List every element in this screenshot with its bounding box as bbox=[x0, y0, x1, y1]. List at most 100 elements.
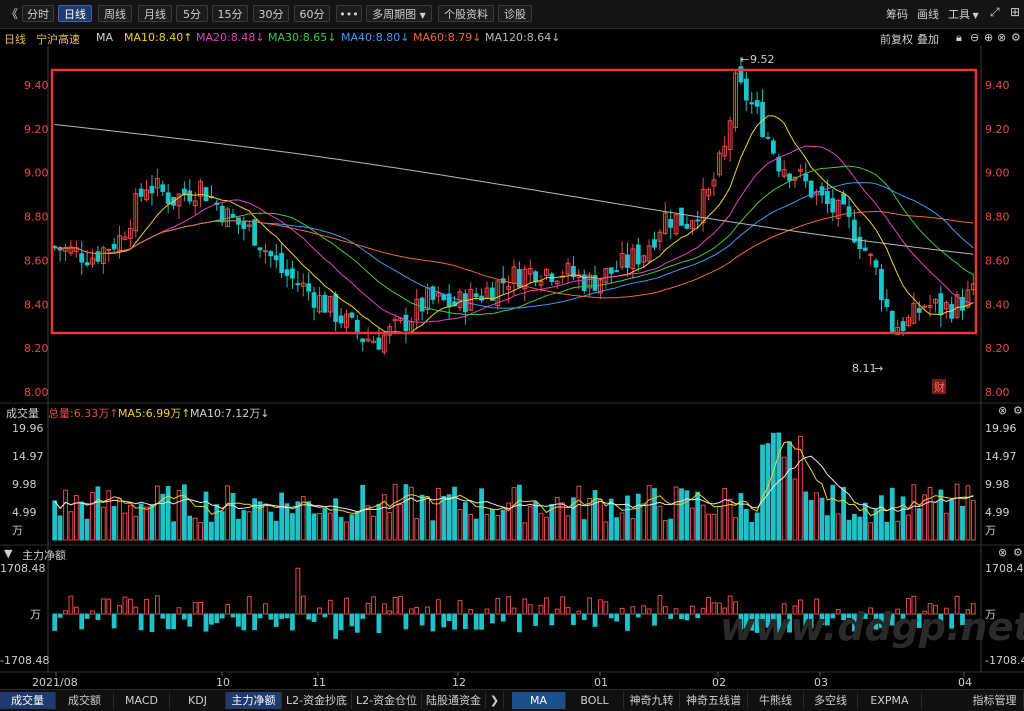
back-button[interactable]: 《 bbox=[6, 7, 19, 21]
zoom-out-icon[interactable]: ⊖ bbox=[970, 31, 980, 44]
tab-macd[interactable]: MACD bbox=[114, 692, 170, 709]
tab-kdj[interactable]: KDJ bbox=[170, 692, 226, 709]
tab-expma[interactable]: EXPMA bbox=[858, 692, 922, 709]
flow-tick-right: 1708.48 bbox=[985, 562, 1024, 575]
flow-bar bbox=[965, 609, 971, 615]
period-tab-monthly[interactable]: 月线 bbox=[138, 5, 172, 22]
close-icon[interactable]: ⊗ bbox=[997, 31, 1007, 44]
flow-bar bbox=[279, 613, 285, 619]
tools-button[interactable]: 工具 ▼ bbox=[948, 6, 979, 22]
candle-body bbox=[625, 254, 630, 268]
volume-title[interactable]: 成交量 bbox=[6, 407, 39, 420]
diagnose-button[interactable]: 诊股 bbox=[498, 5, 532, 22]
tab-magic-nine[interactable]: 神奇九转 bbox=[624, 692, 680, 709]
flow-tick-left: 万 bbox=[30, 608, 41, 621]
period-tab-weekly[interactable]: 周线 bbox=[98, 5, 132, 22]
candle-body bbox=[727, 120, 733, 151]
fullscreen-icon[interactable]: ⤢ bbox=[990, 5, 1000, 19]
volume-close-icon[interactable]: ⊗ bbox=[998, 404, 1008, 417]
volume-bar bbox=[468, 513, 474, 541]
flow-bar bbox=[706, 596, 711, 615]
kline-chart[interactable]: 9.40 9.40 9.20 9.20 9.00 9.00 8.80 8.80 8.60 8.60… bbox=[0, 0, 1024, 689]
flow-bar bbox=[603, 601, 609, 615]
flow-title[interactable]: 主力净额 bbox=[22, 549, 66, 562]
period-tab-5min[interactable]: 5分 bbox=[176, 5, 208, 22]
flow-settings-icon[interactable]: ⚙ bbox=[1013, 546, 1023, 559]
tab-bull-bear[interactable]: 牛熊线 bbox=[748, 692, 804, 709]
period-tab-30min[interactable]: 30分 bbox=[253, 5, 289, 22]
volume-bar bbox=[408, 486, 414, 541]
flow-bar bbox=[122, 596, 128, 615]
tab-hk-connect[interactable]: 陆股通资金 bbox=[422, 692, 486, 709]
candle-body bbox=[635, 244, 641, 265]
flow-bar bbox=[365, 602, 371, 615]
candle-body bbox=[263, 250, 268, 253]
volume-bar bbox=[273, 520, 279, 541]
flow-bar bbox=[522, 598, 528, 615]
candle-body bbox=[749, 102, 755, 105]
tab-magic-five[interactable]: 神奇五线谱 bbox=[680, 692, 748, 709]
volume-bar bbox=[689, 507, 695, 541]
volume-bar bbox=[176, 489, 182, 541]
volume-settings-icon[interactable]: ⚙ bbox=[1013, 404, 1023, 417]
period-tab-daily[interactable]: 日线 bbox=[58, 5, 92, 22]
legend-ma20: MA20:8.48↓ bbox=[196, 31, 265, 44]
period-tab-60min[interactable]: 60分 bbox=[294, 5, 330, 22]
tabs-next-icon[interactable]: ❯ bbox=[486, 692, 504, 709]
settings-icon[interactable]: ⚙ bbox=[1011, 31, 1021, 44]
flow-collapse-icon[interactable]: ▼ bbox=[4, 547, 13, 560]
zoom-in-icon[interactable]: ⊕ bbox=[984, 31, 994, 44]
price-tick-right: 8.60 bbox=[985, 254, 1010, 267]
candle-body bbox=[868, 253, 874, 256]
volume-bar bbox=[106, 490, 112, 541]
flow-bar bbox=[814, 598, 819, 615]
price-tick-left: 8.60 bbox=[24, 254, 49, 267]
period-tab-15min[interactable]: 15分 bbox=[212, 5, 248, 22]
tab-main-flow[interactable]: 主力净额 bbox=[226, 692, 282, 709]
volume-bar bbox=[635, 493, 641, 541]
lock-icon[interactable]: 🔒︎ bbox=[956, 31, 962, 44]
draw-line-button[interactable]: 画线 bbox=[917, 8, 939, 21]
chips-button[interactable]: 筹码 bbox=[886, 8, 908, 21]
candle-body bbox=[371, 340, 376, 344]
legend-ma[interactable]: MA bbox=[96, 31, 114, 44]
flow-bar bbox=[857, 613, 863, 620]
volume-bar bbox=[57, 515, 63, 541]
flow-close-icon[interactable]: ⊗ bbox=[998, 546, 1008, 559]
candle-body bbox=[797, 169, 803, 172]
volume-bar bbox=[209, 521, 214, 541]
tab-boll[interactable]: BOLL bbox=[566, 692, 624, 709]
flow-tick-right: 万 bbox=[985, 608, 996, 621]
candle-body bbox=[738, 66, 744, 83]
tab-l2-bottom[interactable]: L2-资金抄底 bbox=[282, 692, 352, 709]
volume-ma10-line bbox=[54, 455, 974, 513]
multi-period-dropdown[interactable]: 多周期图 ▼ bbox=[366, 5, 432, 22]
more-periods-button[interactable]: ••• bbox=[336, 5, 362, 22]
candle-body bbox=[95, 251, 101, 262]
tab-volume[interactable]: 成交量 bbox=[0, 692, 56, 709]
multi-period-label: 多周期图 bbox=[372, 8, 417, 21]
candle-body bbox=[711, 179, 717, 187]
tab-long-short[interactable]: 多空线 bbox=[804, 692, 858, 709]
volume-bar bbox=[571, 497, 576, 541]
period-tab-timeshare[interactable]: 分时 bbox=[22, 5, 54, 22]
overlay-button[interactable]: 叠加 bbox=[917, 33, 939, 46]
flow-bar bbox=[360, 613, 366, 619]
tab-ma[interactable]: MA bbox=[512, 692, 566, 709]
volume-bar bbox=[938, 489, 944, 541]
candle-body bbox=[835, 199, 841, 219]
volume-bar bbox=[527, 506, 533, 541]
volume-bar bbox=[668, 518, 674, 541]
tab-l2-position[interactable]: L2-资金仓位 bbox=[352, 692, 422, 709]
flow-bar bbox=[787, 613, 792, 633]
volume-bar bbox=[614, 517, 620, 541]
finance-badge[interactable] bbox=[932, 379, 946, 394]
candle-body bbox=[587, 274, 593, 289]
adjust-dropdown[interactable]: 前复权 bbox=[880, 33, 913, 46]
time-label: 01 bbox=[594, 676, 608, 689]
stock-info-button[interactable]: 个股资料 bbox=[438, 5, 494, 22]
tab-turnover[interactable]: 成交额 bbox=[56, 692, 114, 709]
flow-bar bbox=[138, 613, 144, 631]
grid-icon[interactable]: ⊞ bbox=[1010, 5, 1021, 19]
tab-indicator-manage[interactable]: 指标管理 bbox=[966, 692, 1024, 709]
